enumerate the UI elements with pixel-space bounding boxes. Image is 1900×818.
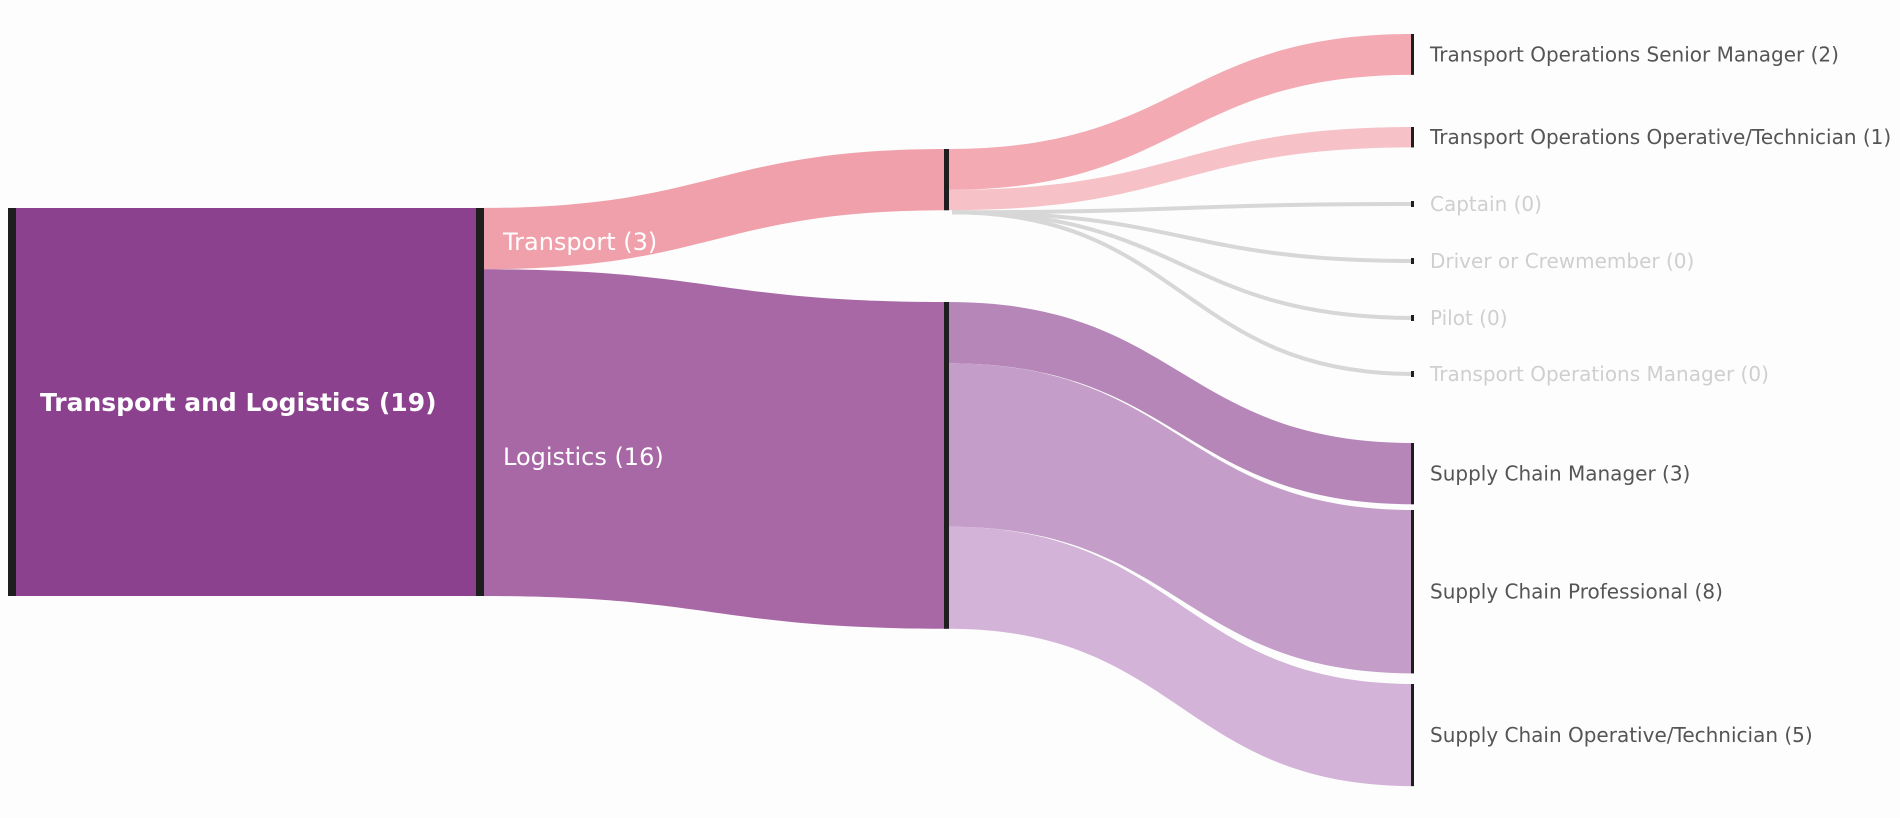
label-captain: Captain (0) — [1430, 192, 1542, 216]
label-driver-or-crewmember: Driver or Crewmember (0) — [1430, 249, 1694, 273]
link-driver-or-crewmember — [951, 210, 1415, 263]
node-bar-driver-or-crewmember — [1411, 258, 1414, 264]
label-supply-chain-operative-technician: Supply Chain Operative/Technician (5) — [1430, 723, 1813, 747]
label-transport-operations-manager: Transport Operations Manager (0) — [1429, 362, 1769, 386]
link-transport-operations-manager — [951, 210, 1415, 376]
label-transport: Transport (3) — [502, 228, 657, 256]
link-logistics — [480, 269, 948, 629]
root-node — [12, 208, 480, 596]
link-transport-operations-senior-manager — [948, 34, 1414, 190]
level1-node-bar — [476, 208, 484, 596]
link-supply-chain-manager — [948, 302, 1414, 505]
label-supply-chain-professional: Supply Chain Professional (8) — [1430, 580, 1723, 604]
link-captain — [951, 202, 1415, 215]
node-bar-transport — [944, 149, 949, 211]
node-bar-supply-chain-manager — [1411, 443, 1414, 505]
label-pilot: Pilot (0) — [1430, 306, 1508, 330]
label-logistics: Logistics (16) — [503, 443, 664, 471]
node-bar-transport-operations-manager — [1411, 371, 1414, 377]
node-bar-logistics — [944, 302, 949, 629]
label-transport-operations-senior-manager: Transport Operations Senior Manager (2) — [1429, 42, 1839, 66]
link-transport-operations-operative-technician — [948, 127, 1414, 211]
node-bar-captain — [1411, 201, 1414, 207]
label-supply-chain-manager: Supply Chain Manager (3) — [1430, 462, 1690, 486]
node-bar-transport-operations-senior-manager — [1411, 34, 1414, 75]
label-transport-operations-operative-technician: Transport Operations Operative/Technicia… — [1429, 125, 1891, 149]
node-bar-supply-chain-professional — [1411, 510, 1414, 674]
root-label: Transport and Logistics (19) — [40, 388, 437, 417]
node-bar-pilot — [1411, 315, 1414, 321]
link-pilot — [951, 210, 1415, 320]
node-bar-supply-chain-operative-technician — [1411, 684, 1414, 787]
link-transport — [480, 149, 948, 270]
node-bar-transport-operations-operative-technician — [1411, 127, 1414, 148]
link-supply-chain-professional — [948, 363, 1414, 674]
link-supply-chain-operative-technician — [948, 526, 1414, 787]
root-node-bar — [8, 208, 16, 596]
